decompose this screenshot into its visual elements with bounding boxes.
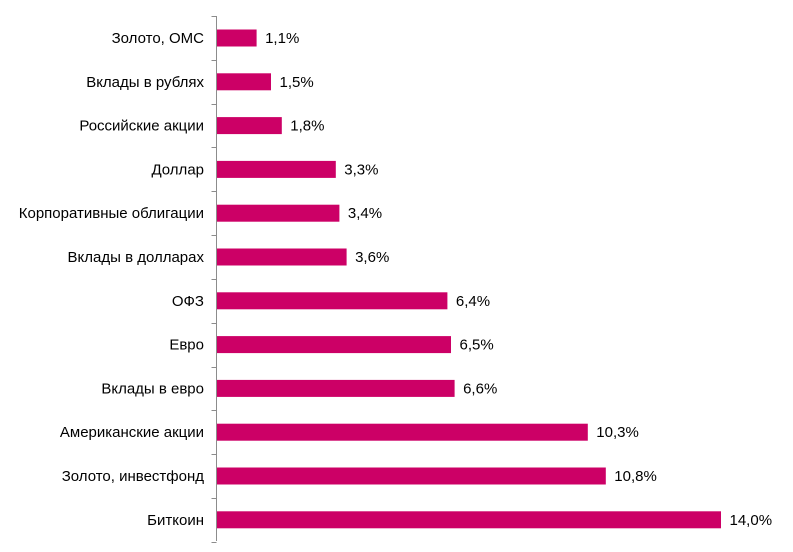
bar [217, 292, 448, 310]
bar [217, 29, 257, 47]
category-label: Российские акции [79, 118, 204, 135]
value-labels-group: 1,1% 1,5% 1,8% 3,3% 3,4% 3,6% 6,4% 6,5% 6,6% 10,3… [265, 30, 772, 529]
value-label: 1,5% [280, 74, 314, 91]
value-label: 6,4% [456, 293, 490, 310]
bar [217, 248, 347, 266]
y-axis-ticks [211, 16, 217, 543]
bars-group [217, 29, 721, 529]
category-label: ОФЗ [172, 293, 204, 310]
bar [217, 423, 588, 441]
bar [217, 73, 271, 91]
category-label: Вклады в долларах [68, 249, 205, 266]
bar [217, 117, 282, 135]
category-label: Евро [169, 337, 204, 354]
value-label: 3,3% [344, 161, 378, 178]
category-label: Вклады в рублях [86, 74, 204, 91]
bar [217, 379, 455, 397]
value-label: 14,0% [730, 512, 773, 529]
bar [217, 467, 606, 485]
category-labels-group: Золото, ОМС Вклады в рублях Российские акц… [19, 30, 205, 529]
bar [217, 204, 340, 222]
category-label: Корпоративные облигации [19, 205, 204, 222]
category-label: Американские акции [60, 424, 204, 441]
value-label: 3,6% [355, 249, 389, 266]
category-label: Биткоин [147, 512, 204, 529]
category-label: Доллар [151, 161, 204, 178]
bar [217, 336, 451, 354]
category-label: Золото, ОМС [112, 30, 205, 47]
value-label: 3,4% [348, 205, 382, 222]
bar [217, 160, 336, 178]
value-label: 10,3% [596, 424, 639, 441]
bar [217, 511, 721, 529]
category-label: Вклады в евро [101, 380, 204, 397]
value-label: 1,1% [265, 30, 299, 47]
value-label: 6,5% [460, 337, 494, 354]
value-label: 1,8% [290, 118, 324, 135]
value-label: 6,6% [463, 380, 497, 397]
category-label: Золото, инвестфонд [62, 468, 205, 485]
value-label: 10,8% [614, 468, 657, 485]
